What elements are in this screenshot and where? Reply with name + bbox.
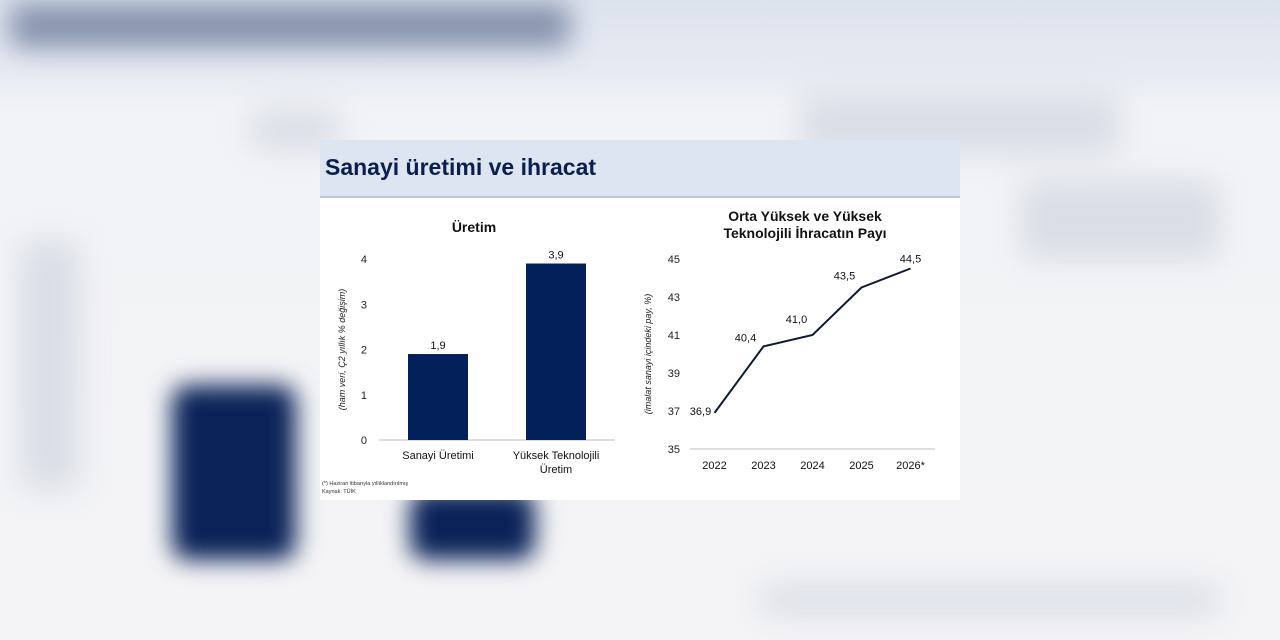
footnote: (*) Haziran itibarıyla yıllıklandırılmış — [322, 481, 409, 487]
bar-y-tick-label: 1 — [361, 390, 367, 402]
bar-y-tick-label: 0 — [361, 435, 367, 447]
slide-card: Sanayi üretimi ve ihracat Üretim (ham ver… — [320, 140, 960, 500]
line-chart-title: Orta Yüksek ve Yüksek — [728, 208, 882, 224]
line-x-tick-label: 2023 — [751, 460, 775, 472]
bar-y-axis-label: (ham veri, Ç2 yıllık % değişim) — [337, 289, 347, 411]
line-x-tick-label: 2025 — [849, 460, 873, 472]
line-y-tick-label: 39 — [668, 368, 680, 380]
line-y-tick-label: 35 — [668, 444, 680, 456]
source-note: Kaynak: TÜİK — [322, 489, 356, 495]
bar-data-label: 3,9 — [548, 250, 563, 262]
line-x-tick-label: 2024 — [800, 460, 824, 472]
slide-title: Sanayi üretimi ve ihracat — [325, 154, 597, 180]
bar-category-label: Üretim — [540, 464, 572, 476]
line-data-label: 43,5 — [834, 271, 855, 283]
background-bar-blur — [172, 385, 296, 560]
background-title-blur — [10, 4, 570, 48]
charts-canvas: Üretim (ham veri, Ç2 yıllık % değişim) 0 1 2… — [337, 208, 935, 476]
line-data-label: 36,9 — [690, 406, 711, 418]
bar-2 — [526, 263, 586, 440]
line-chart-title: Teknolojili İhracatın Payı — [723, 225, 886, 241]
line-y-tick-label: 45 — [668, 254, 680, 266]
line-data-label: 41,0 — [786, 314, 807, 326]
line-y-tick-label: 41 — [668, 330, 680, 342]
bar-y-tick-label: 4 — [361, 254, 367, 266]
line-y-tick-label: 37 — [668, 406, 680, 418]
line-y-axis-label: (imalat sanayi içindeki pay, %) — [643, 294, 653, 414]
bar-1 — [408, 354, 468, 440]
background-blur — [20, 240, 80, 490]
line-x-tick-label: 2026* — [896, 460, 925, 472]
line-x-tick-label: 2022 — [702, 460, 726, 472]
line-data-label: 44,5 — [900, 254, 921, 266]
slide-header: Sanayi üretimi ve ihracat — [320, 140, 960, 198]
bar-category-label: Yüksek Teknolojili — [513, 450, 600, 462]
bar-y-tick-label: 3 — [361, 299, 367, 311]
bar-category-label: Sanayi Üretimi — [402, 450, 474, 462]
line-data-label: 40,4 — [735, 332, 756, 344]
line-y-tick-label: 43 — [668, 292, 680, 304]
background-bar-blur — [410, 490, 535, 560]
bar-data-label: 1,9 — [430, 340, 445, 352]
background-blur — [760, 585, 1220, 615]
bar-y-tick-label: 2 — [361, 345, 367, 357]
background-blur — [1020, 180, 1220, 260]
bar-chart-title: Üretim — [452, 219, 496, 235]
